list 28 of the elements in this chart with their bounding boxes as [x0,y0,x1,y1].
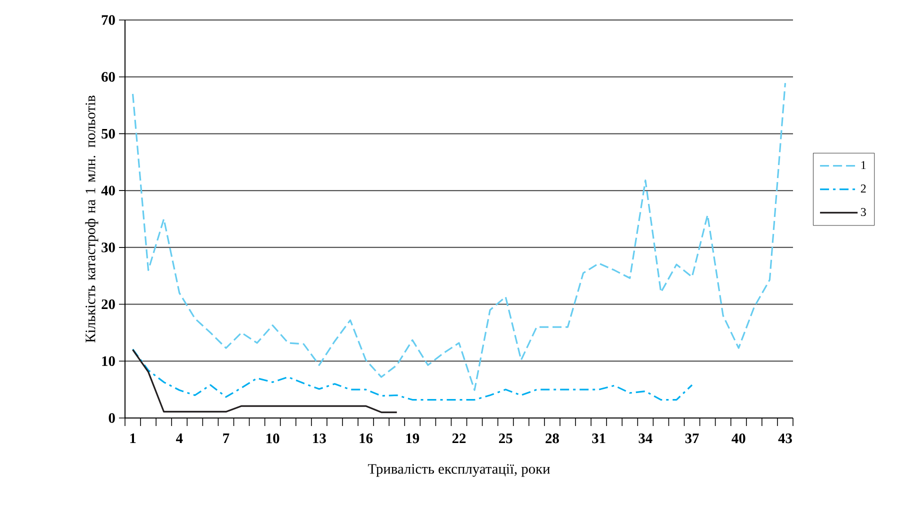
x-tick-label: 19 [406,434,420,444]
y-tick-label: 10 [102,356,115,366]
y-tick-label: 30 [102,242,115,252]
y-axis-title: Кількість катастроф на 1 млн. польотів [85,96,98,342]
x-tick-label: 22 [452,434,466,444]
y-tick-label: 50 [102,128,115,139]
x-tick-label: 16 [360,434,373,444]
x-tick-label: 43 [778,434,792,444]
x-tick-label: 37 [685,434,699,444]
x-tick-label: 28 [546,434,559,444]
legend-label: 1 [861,161,866,170]
x-axis-title: Тривалість експлуатації, роки [368,464,550,477]
x-tick-label: 34 [638,434,652,444]
legend-label: 2 [860,184,866,192]
x-tick-label: 10 [266,434,280,444]
y-tick-label: 0 [108,413,115,423]
legend-label: 3 [860,208,866,216]
x-tick-label: 4 [176,434,183,443]
x-tick-label: 40 [732,434,746,444]
x-tick-label: 1 [130,434,136,444]
y-tick-label: 60 [102,72,115,82]
x-tick-label: 7 [223,434,230,443]
x-tick-label: 25 [499,434,512,444]
y-tick-label: 20 [102,299,115,310]
y-tick-label: 40 [101,186,115,196]
x-tick-label: 31 [592,434,606,444]
x-tick-label: 13 [313,434,326,444]
y-tick-label: 70 [102,15,115,25]
